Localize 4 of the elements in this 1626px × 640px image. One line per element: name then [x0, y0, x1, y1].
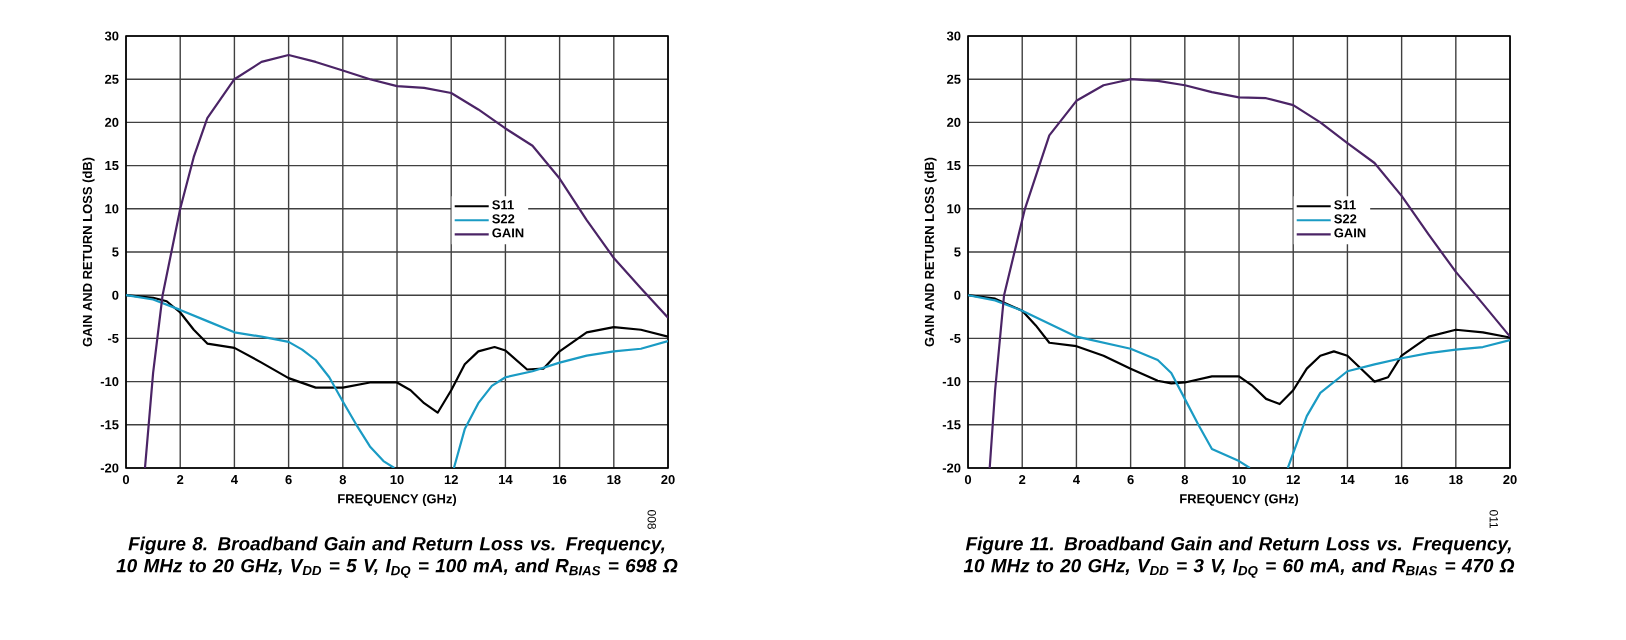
line-series — [143, 53, 669, 468]
text: Figure 11. Broadband Gain and Return Loss vs. Frequency, 10 MHz to 20 GHz, V$_{DD}$ = 3 V, I$_{DQ}$ = 60 mA, and R$_{BIAS}$ = 470 Ω — [963, 536, 1515, 578]
line-series — [988, 78, 1511, 468]
text: Figure 8. Broadband Gain and Return Loss vs. Frequency, 10 MHz to 20 GHz, V$_{DD}$ = 5 V, I$_{DQ}$ = 100 mA, and R$_{BIAS}$ = 698 Ω — [116, 536, 678, 578]
